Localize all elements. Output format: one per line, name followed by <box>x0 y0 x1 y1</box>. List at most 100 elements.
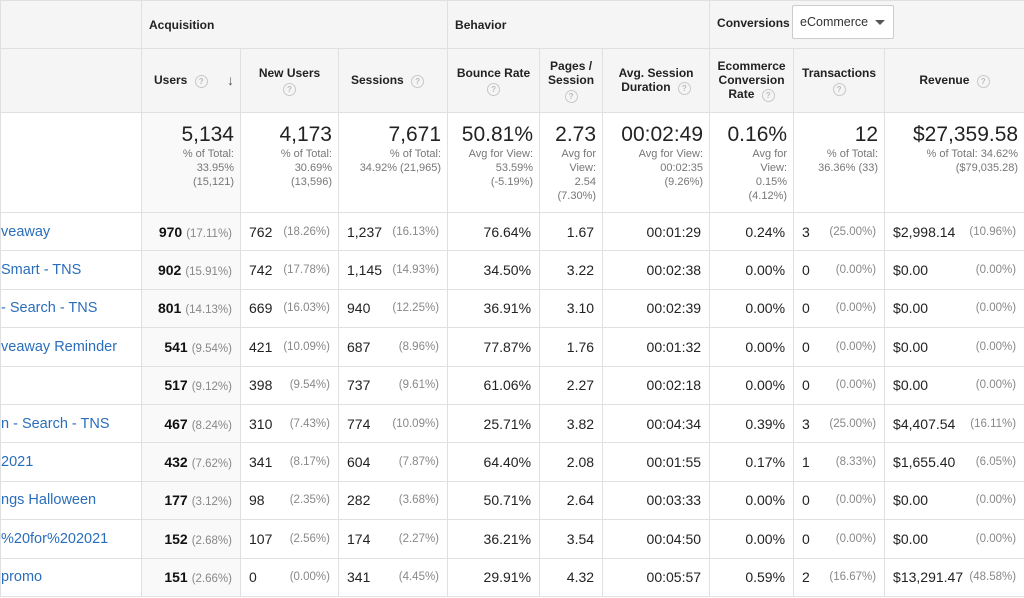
help-icon[interactable]: ? <box>677 81 691 95</box>
row-new-users-pct: (10.09%) <box>283 340 330 353</box>
col-avg-session-label-2: Duration <box>621 80 671 95</box>
row-revenue-value: $13,291.47 <box>893 569 964 586</box>
row-new-users-pct: (2.35%) <box>289 494 330 507</box>
row-transactions-pct: (0.00%) <box>835 340 877 353</box>
row-new-users-value: 107 <box>249 530 273 547</box>
row-ecom-rate: 0.00% <box>709 327 795 367</box>
help-icon[interactable]: ? <box>832 82 846 96</box>
total-users-l3: (15,121) <box>193 176 234 188</box>
total-ecom-rate-l4: (4.12%) <box>748 190 788 202</box>
row-campaign-link[interactable]: - Search - TNS <box>0 288 142 329</box>
row-revenue-value: $0.00 <box>893 530 929 547</box>
conversions-goal-select[interactable]: eCommerce <box>792 5 895 39</box>
row-users-pct: (17.11%) <box>186 227 232 240</box>
row-campaign-link[interactable]: 2021 <box>0 442 142 482</box>
row-users-pct: (2.68%) <box>191 534 232 547</box>
total-new-users: 4,173 % of Total: 30.69% (13,596) <box>240 112 339 213</box>
col-header-transactions[interactable]: Transactions ? <box>793 48 886 113</box>
total-users-l2: 33.95% <box>196 162 234 174</box>
total-avg-session-l3: (9.26%) <box>664 176 704 188</box>
help-icon[interactable]: ? <box>194 74 208 88</box>
row-campaign-link[interactable]: n - Search - TNS <box>0 403 142 444</box>
row-users-pct: (14.13%) <box>185 304 232 317</box>
col-header-revenue[interactable]: Revenue ? <box>884 48 1024 113</box>
row-transactions: 0 (0.00%) <box>793 480 886 521</box>
row-transactions-pct: (0.00%) <box>835 379 877 392</box>
row-avg-session: 00:05:57 <box>602 557 711 597</box>
row-sessions-value: 1,237 <box>347 223 383 240</box>
row-pages-session-value: 2.08 <box>566 454 595 471</box>
total-ecom-rate: 0.16% Avg for View: 0.15% (4.12%) <box>709 112 795 213</box>
row-pages-session-value: 4.32 <box>566 569 595 586</box>
row-users: 801 (14.13%) <box>141 288 241 329</box>
help-icon[interactable]: ? <box>411 74 425 88</box>
help-icon[interactable]: ? <box>761 88 775 102</box>
row-bounce-rate-value: 25.71% <box>483 415 532 432</box>
help-icon[interactable]: ? <box>976 74 990 88</box>
help-icon[interactable]: ? <box>283 82 296 96</box>
row-users: 541 (9.54%) <box>141 327 241 367</box>
row-bounce-rate: 34.50% <box>447 250 541 290</box>
row-users: 902 (15.91%) <box>141 250 241 290</box>
row-new-users-pct: (0.00%) <box>289 571 330 584</box>
row-users: 517 (9.12%) <box>141 365 241 405</box>
col-header-new-users[interactable]: New Users ? <box>240 48 339 113</box>
row-sessions: 604 (7.87%) <box>337 442 449 482</box>
row-campaign-link[interactable]: veaway Reminder <box>0 327 142 367</box>
col-ecom-label-1: Ecommerce <box>717 59 786 74</box>
row-transactions: 0 (0.00%) <box>793 250 886 290</box>
row-users: 467 (8.24%) <box>141 403 241 444</box>
col-header-ecommerce-conversion-rate[interactable]: Ecommerce Conversion Rate ? <box>709 48 795 113</box>
total-pages-session-l2: View: <box>569 162 597 174</box>
help-icon[interactable]: ? <box>487 82 501 96</box>
row-campaign-name: veaway Reminder <box>1 338 118 355</box>
table-row: Smart - TNS 902 (15.91%) 742 (17.78%) 1,14… <box>0 250 1024 290</box>
row-revenue-pct: (0.00%) <box>975 379 1017 392</box>
row-avg-session-value: 00:01:29 <box>646 223 702 240</box>
row-transactions-value: 1 <box>802 454 810 471</box>
row-pages-session-value: 2.27 <box>566 377 595 394</box>
col-header-avg-session-duration[interactable]: Avg. Session Duration ? <box>602 48 711 113</box>
table-row: promo 151 (2.66%) 0 (0.00%) 341 (4.45%) 29.… <box>0 557 1024 597</box>
col-header-bounce-rate[interactable]: Bounce Rate ? <box>447 48 541 113</box>
row-campaign-link[interactable]: veaway <box>0 211 142 252</box>
help-icon[interactable]: ? <box>564 89 578 103</box>
row-users-pct: (9.54%) <box>191 342 232 355</box>
row-bounce-rate: 64.40% <box>447 442 541 482</box>
row-new-users: 398 (9.54%) <box>240 365 339 405</box>
row-campaign-link[interactable]: promo <box>0 557 142 597</box>
row-sessions-pct: (14.93%) <box>392 264 440 277</box>
total-new-users-l2: 30.69% <box>294 162 332 174</box>
col-header-users[interactable]: Users ? ↓ <box>141 48 241 113</box>
col-users-label: Users <box>154 73 188 88</box>
total-transactions-l1: % of Total: <box>826 148 879 160</box>
row-new-users-pct: (9.54%) <box>289 379 330 392</box>
row-campaign-link[interactable]: Smart - TNS <box>0 250 142 290</box>
col-pages-session-label-2: Session <box>548 72 595 87</box>
row-ecom-rate: 0.24% <box>709 211 795 252</box>
row-new-users-pct: (18.26%) <box>283 225 330 238</box>
row-ecom-rate-value: 0.00% <box>745 377 786 394</box>
col-ecom-label-3: Rate <box>728 87 755 102</box>
row-sessions-value: 774 <box>347 415 371 432</box>
row-revenue: $0.00 (0.00%) <box>884 519 1024 559</box>
col-header-pages-session[interactable]: Pages / Session ? <box>539 48 604 113</box>
table-body: veaway 970 (17.11%) 762 (18.26%) 1,237 (16.… <box>0 211 1024 597</box>
row-revenue: $0.00 (0.00%) <box>884 327 1024 367</box>
row-pages-session: 4.32 <box>539 557 604 597</box>
group-header-row: Acquisition Behavior Conversions eCommer… <box>0 0 1024 49</box>
col-header-sessions[interactable]: Sessions ? <box>337 48 449 113</box>
sort-descending-icon[interactable]: ↓ <box>227 72 234 88</box>
row-transactions-pct: (0.00%) <box>835 264 877 277</box>
total-sessions-l1: % of Total: <box>389 148 442 160</box>
total-users-l1: % of Total: <box>182 148 234 160</box>
row-bounce-rate-value: 36.91% <box>483 300 532 317</box>
row-campaign-link[interactable]: %20for%202021 <box>0 519 142 559</box>
row-transactions-value: 2 <box>802 569 810 586</box>
row-transactions-pct: (8.33%) <box>835 456 877 469</box>
row-campaign-link[interactable] <box>0 365 142 405</box>
row-transactions-pct: (16.67%) <box>829 571 877 584</box>
row-new-users-value: 398 <box>249 377 273 394</box>
total-transactions-value: 12 <box>854 123 879 146</box>
row-campaign-link[interactable]: ngs Halloween <box>0 480 142 521</box>
